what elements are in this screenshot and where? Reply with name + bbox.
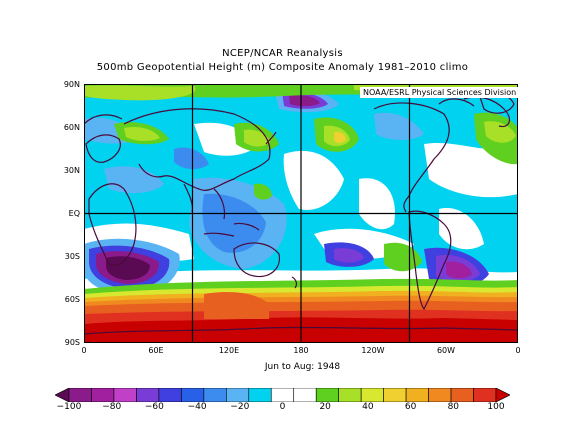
- lon-label-120w: 120W: [361, 346, 385, 355]
- map-title: NCEP/NCAR Reanalysis: [222, 48, 343, 59]
- colorbar-arrow-high: [495, 388, 510, 402]
- colorbar-swatch: [360, 388, 384, 402]
- colorbar-swatch: [181, 388, 205, 402]
- lon-label-120e: 120E: [218, 346, 240, 355]
- lon-label-180: 180: [293, 346, 309, 355]
- colorbar-label: 100: [487, 402, 505, 412]
- colorbar-label: −60: [144, 402, 164, 412]
- colorbar-swatch: [226, 388, 250, 402]
- colorbar-swatch: [315, 388, 339, 402]
- grid-lines: [84, 84, 518, 343]
- colorbar-label: 60: [404, 402, 417, 412]
- colorbar: [55, 388, 510, 402]
- colorbar-label: 80: [447, 402, 460, 412]
- colorbar-label: 0: [279, 402, 286, 412]
- colorbar-label: −20: [230, 402, 250, 412]
- colorbar-label: −100: [56, 402, 82, 412]
- lat-label-30n: 30N: [63, 166, 80, 175]
- negative-regions: [84, 88, 489, 296]
- lat-label-90s: 90S: [64, 338, 80, 347]
- colorbar-swatch: [158, 388, 182, 402]
- colorbar-swatch: [428, 388, 452, 402]
- colorbar-swatch: [68, 388, 92, 402]
- map-subtitle: 500mb Geopotential Height (m) Composite …: [96, 62, 469, 73]
- colorbar-swatch: [293, 388, 317, 402]
- lon-label-60w: 60W: [436, 346, 456, 355]
- colorbar-swatch: [91, 388, 115, 402]
- colorbar-label: 40: [362, 402, 374, 412]
- lat-label-30s: 30S: [64, 252, 80, 261]
- colorbar-swatch: [136, 388, 160, 402]
- colorbar-arrow-low: [55, 388, 70, 402]
- credit-label: NOAA/ESRL Physical Sciences Division: [360, 87, 520, 98]
- anomaly-map-canvas: [84, 84, 518, 343]
- colorbar-label: 20: [319, 402, 331, 412]
- lat-label-60s: 60S: [64, 295, 80, 304]
- colorbar-swatch: [473, 388, 497, 402]
- colorbar-swatch: [270, 388, 295, 402]
- lon-label-0: 0: [81, 346, 87, 355]
- lon-label-0-east: 0: [515, 346, 521, 355]
- colorbar-label: −40: [187, 402, 207, 412]
- colorbar-swatch: [383, 388, 407, 402]
- map-frame: [84, 84, 518, 343]
- colorbar-swatch: [113, 388, 137, 402]
- lat-label-60n: 60N: [63, 123, 80, 132]
- colorbar-swatch: [203, 388, 227, 402]
- colorbar-swatch: [338, 388, 362, 402]
- lat-label-90n: 90N: [63, 80, 80, 89]
- colorbar-label: −80: [102, 402, 122, 412]
- period-caption: Jun to Aug: 1948: [264, 362, 341, 372]
- colorbar-swatch: [248, 388, 272, 402]
- anomaly-map: [84, 84, 518, 343]
- colorbar-swatch: [450, 388, 474, 402]
- lat-label-eq: EQ: [68, 209, 80, 218]
- coastlines: [84, 91, 518, 335]
- lon-label-60e: 60E: [148, 346, 164, 355]
- colorbar-swatch: [405, 388, 429, 402]
